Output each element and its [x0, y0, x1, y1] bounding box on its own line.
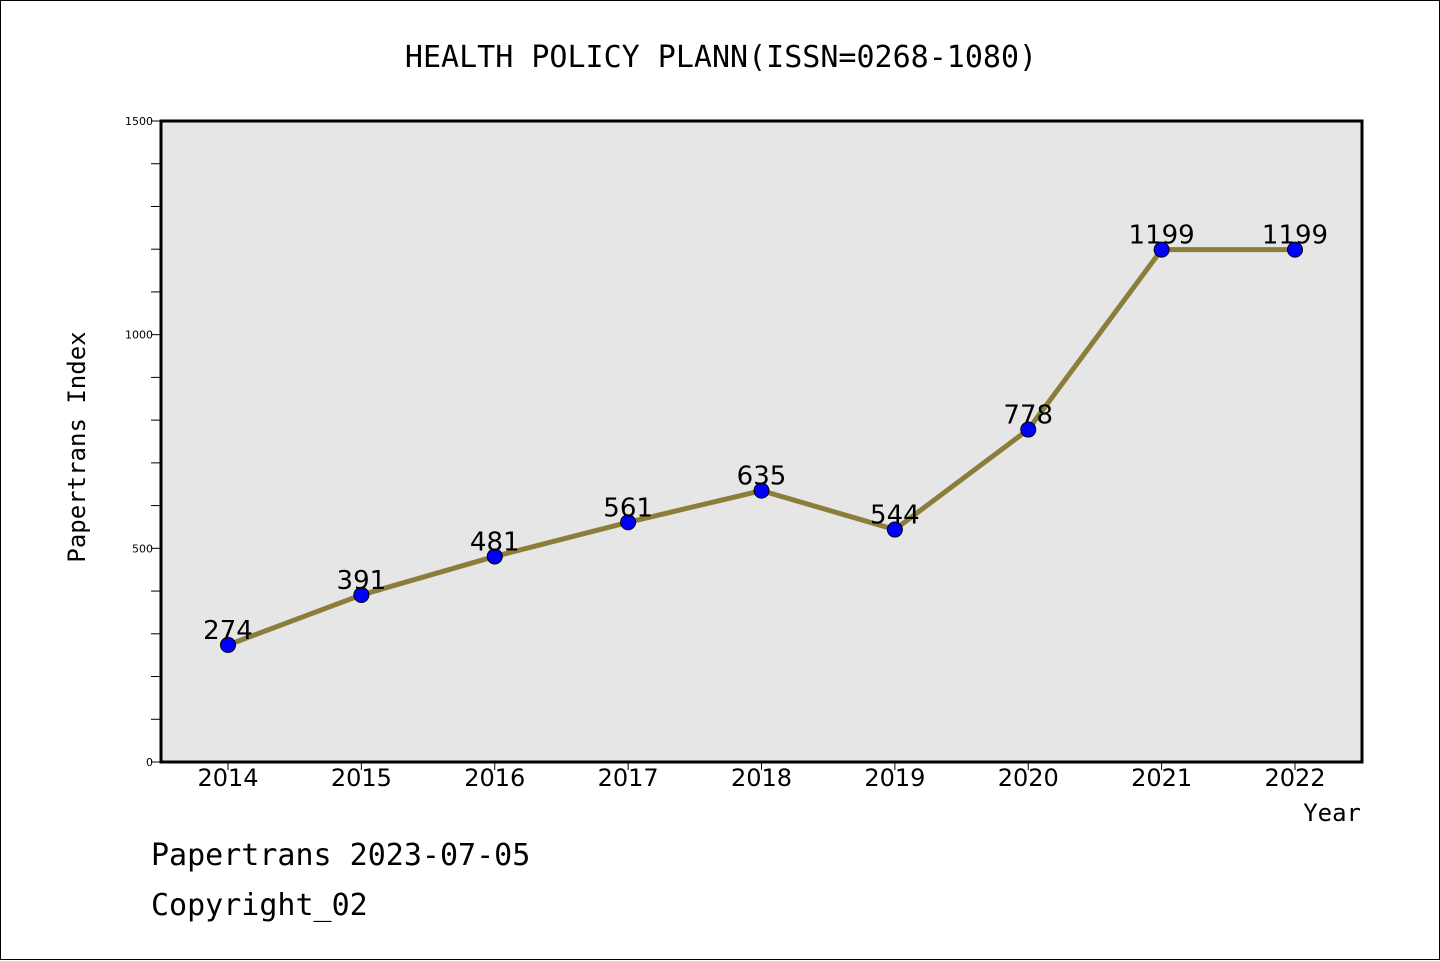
data-labels: 274 391 481 561 635 544 778 1199 1199	[203, 221, 1328, 646]
x-axis-ticks: 2014 2015 2016 2017 2018 2019 2020 2021 2022	[197, 762, 1326, 792]
data-point-marker	[620, 514, 637, 531]
footer-date: Papertrans 2023-07-05	[151, 838, 530, 873]
data-value-label: 481	[470, 527, 520, 557]
x-tick-label: 2022	[1264, 764, 1325, 792]
y-tick-label: 500	[132, 542, 153, 555]
x-axis-label: Year	[1303, 799, 1361, 827]
data-value-label: 544	[870, 501, 920, 531]
data-value-label: 274	[203, 616, 253, 646]
x-tick-label: 2020	[998, 764, 1059, 792]
y-tick-label: 1000	[125, 329, 153, 342]
x-tick-label: 2017	[598, 764, 659, 792]
data-point-marker	[353, 586, 370, 603]
data-value-label: 1199	[1262, 221, 1328, 251]
x-tick-label: 2016	[464, 764, 525, 792]
data-point-marker	[1153, 241, 1170, 258]
footer-copyright: Copyright_02	[151, 888, 368, 923]
data-value-label: 635	[737, 462, 787, 492]
chart-title: HEALTH POLICY PLANN(ISSN=0268-1080)	[405, 40, 1037, 75]
x-tick-label: 2014	[197, 764, 258, 792]
data-value-label: 561	[603, 493, 653, 523]
data-value-label: 391	[337, 566, 387, 596]
data-point-marker	[753, 482, 770, 499]
y-axis-ticks: 0 500 1000 1500	[125, 115, 161, 769]
y-axis-label: Papertrans Index	[63, 331, 91, 562]
x-tick-label: 2021	[1131, 764, 1192, 792]
data-point-marker	[220, 636, 236, 653]
data-point-marker	[486, 548, 503, 565]
data-value-label: 778	[1003, 401, 1053, 431]
data-point-marker	[1020, 421, 1037, 438]
x-tick-label: 2015	[331, 764, 392, 792]
data-point-marker	[886, 521, 903, 538]
x-tick-label: 2018	[731, 764, 792, 792]
plot-area	[159, 119, 1364, 764]
data-value-label: 1199	[1129, 221, 1195, 251]
y-tick-label: 1500	[125, 115, 153, 128]
data-markers	[220, 241, 1303, 653]
y-tick-label: 0	[146, 756, 153, 769]
data-point-marker	[1287, 241, 1303, 258]
x-tick-label: 2019	[864, 764, 925, 792]
